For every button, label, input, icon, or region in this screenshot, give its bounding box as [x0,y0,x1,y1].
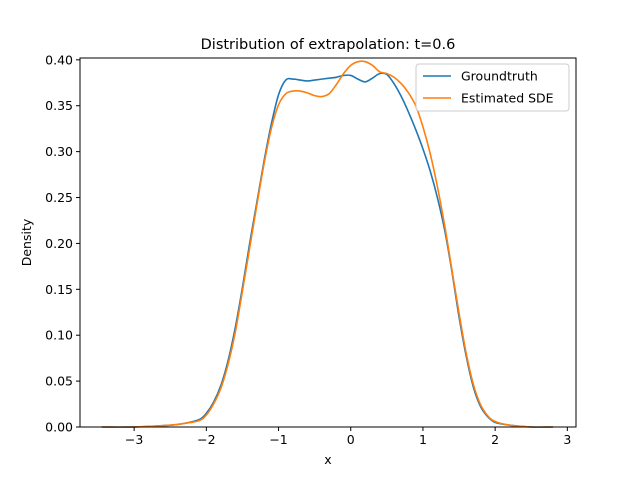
y-axis-ticks: 0.00 0.05 0.10 0.15 0.20 0.25 0.30 0.35 0.40 [45,52,80,435]
x-tick-label: −3 [125,432,143,447]
legend-entry-label: Groundtruth [461,69,538,84]
legend: Groundtruth Estimated SDE [415,63,570,112]
y-tick-label: 0.05 [45,374,73,389]
y-tick-label: 0.30 [45,144,73,159]
plot-frame [79,57,577,428]
estimated-sde-line [101,60,553,428]
chart-title: Distribution of extrapolation: t=0.6 [201,37,456,53]
x-tick-label: −2 [197,432,215,447]
y-tick-label: 0.15 [45,282,73,297]
x-tick-label: 1 [419,432,427,447]
x-axis-label: x [324,452,331,467]
x-tick-label: 2 [491,432,499,447]
y-tick-label: 0.10 [45,328,73,343]
legend-box [415,63,570,112]
plot-lines [101,60,553,428]
y-tick-label: 0.35 [45,98,73,113]
y-tick-label: 0.00 [45,420,73,435]
x-axis-ticks: −3 −2 −1 0 1 2 3 [125,427,571,447]
y-tick-label: 0.25 [45,190,73,205]
y-axis-label: Density [19,218,34,266]
y-tick-label: 0.20 [45,236,73,251]
x-tick-label: 0 [347,432,355,447]
legend-entry-label: Estimated SDE [461,91,554,106]
x-tick-label: 3 [563,432,571,447]
x-tick-label: −1 [269,432,287,447]
y-tick-label: 0.40 [45,52,73,67]
